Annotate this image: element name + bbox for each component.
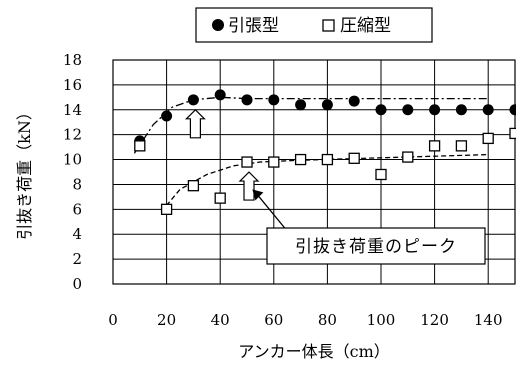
legend-marker-compression <box>322 19 335 32</box>
x-tick-label: 120 <box>420 311 449 329</box>
tension-point <box>241 94 253 106</box>
x-tick-label: 100 <box>367 311 396 329</box>
annotation-leader-line <box>255 193 289 233</box>
y-tick-label: 18 <box>63 51 82 69</box>
compression-point <box>348 152 360 164</box>
compression-point <box>375 168 387 181</box>
plot-frame <box>112 59 516 285</box>
x-tick-label: 0 <box>108 311 118 329</box>
y-tick-label: 16 <box>63 76 82 94</box>
tension-point <box>348 95 360 107</box>
y-tick-label: 14 <box>63 101 82 119</box>
compression-point <box>402 151 414 163</box>
compression-point <box>187 180 200 192</box>
x-tick-label: 20 <box>157 311 176 329</box>
compression-point <box>294 153 307 166</box>
x-tick-label: 140 <box>474 311 503 329</box>
x-tick-label: 60 <box>264 311 283 329</box>
y-tick-label: 0 <box>72 275 82 293</box>
legend-label-tension: 引張型 <box>228 16 279 36</box>
x-tick-label: 80 <box>318 311 337 329</box>
compression-point <box>321 153 334 166</box>
tension-point <box>509 104 516 116</box>
x-axis-label: アンカー体長（cm） <box>238 342 390 361</box>
y-tick-label: 8 <box>72 175 82 193</box>
y-tick-label: 12 <box>63 126 82 144</box>
y-axis-label: 引抜き荷重（kN） <box>15 104 34 240</box>
legend-box <box>195 7 433 43</box>
tension-point <box>187 94 199 106</box>
tension-point <box>268 94 280 106</box>
legend-label-compression: 圧縮型 <box>340 16 391 36</box>
compression-point <box>428 140 441 152</box>
tension-point <box>161 110 173 122</box>
plot-area <box>112 59 516 285</box>
compression-point <box>134 140 146 152</box>
compression-point <box>241 156 253 168</box>
compression-point <box>509 127 516 140</box>
legend-marker-tension <box>212 19 224 31</box>
tension-point <box>429 104 441 116</box>
y-tick-label: 2 <box>72 250 82 268</box>
annotation-leader-arrowhead <box>252 189 264 201</box>
annotation: 引抜き荷重のピーク <box>266 227 486 265</box>
y-tick-label: 10 <box>63 151 82 169</box>
annotation-box <box>266 227 486 265</box>
tension-point <box>321 99 333 111</box>
y-tick-label: 4 <box>72 225 82 243</box>
compression-point <box>160 203 173 215</box>
tension-point <box>214 89 226 101</box>
compression-point <box>455 140 468 152</box>
x-tick-label: 40 <box>211 311 230 329</box>
tension-point <box>455 104 467 116</box>
tension-point <box>482 104 494 116</box>
y-tick-label: 6 <box>72 200 82 218</box>
tension-point <box>295 99 307 111</box>
tension-point <box>402 104 414 116</box>
tension-point <box>375 104 387 116</box>
annotation-text: 引抜き荷重のピーク <box>295 237 457 257</box>
compression-point <box>482 132 494 145</box>
peak-arrow <box>184 108 206 139</box>
legend: 引張型 圧縮型 <box>195 7 433 43</box>
compression-point <box>214 192 226 204</box>
compression-point <box>268 156 280 168</box>
